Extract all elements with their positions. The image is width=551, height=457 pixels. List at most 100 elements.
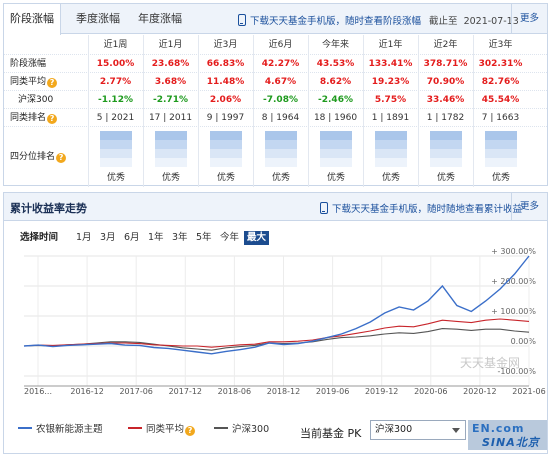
legend-fund-swatch — [18, 427, 32, 429]
quartile-cell: 优秀 — [88, 127, 142, 187]
help-question-icon[interactable]: ? — [47, 78, 58, 88]
cumulative-return-panel: 累计收益率走势 下载天天基金手机版，随时随地查看累计收益 更多 选择时间 1月 … — [3, 192, 548, 454]
range-6m-button[interactable]: 6月 — [124, 232, 140, 243]
tab-annual-return[interactable]: 年度涨幅 — [138, 12, 182, 25]
quartile-bar — [155, 131, 187, 167]
peer-rank-cell: 5 | 2021 — [88, 109, 142, 127]
tab-stage-return[interactable]: 阶段涨幅 — [4, 4, 61, 35]
row-label: 同类排名 — [10, 113, 47, 123]
table-row-peer-rank: 同类排名? 5 | 2021 17 | 2011 9 | 1997 8 | 19… — [4, 109, 547, 127]
quartile-cell: 优秀 — [143, 127, 197, 187]
corner-watermark-bottom: SINA北京 — [482, 436, 540, 449]
period-header: 近2年 — [418, 35, 472, 55]
help-question-icon[interactable]: ? — [185, 426, 196, 436]
x-tick-label: 2019-12 — [365, 387, 398, 396]
stage-return-cell: 42.27% — [253, 55, 307, 73]
x-tick-label: 2021-06 — [512, 387, 545, 396]
chevron-down-icon — [452, 428, 460, 433]
quartile-cell: 优秀 — [253, 127, 307, 187]
y-tick-label: -100.00% — [498, 367, 537, 376]
peer-rank-cell: 17 | 2011 — [143, 109, 197, 127]
mobile-phone-icon — [238, 14, 246, 26]
hs300-cell: 45.54% — [473, 91, 527, 109]
stage-return-cell: 43.53% — [308, 55, 362, 73]
deadline-date: 2021-07-13 — [463, 16, 519, 27]
period-header: 近3年 — [473, 35, 527, 55]
stage-return-cell: 66.83% — [198, 55, 252, 73]
quartile-label: 优秀 — [216, 173, 235, 183]
corner-watermark-top: EN.com — [472, 422, 525, 435]
range-1y-button[interactable]: 1年 — [148, 232, 164, 243]
peer-average-cell: 8.62% — [308, 73, 362, 91]
quartile-label: 优秀 — [326, 173, 345, 183]
quartile-bar — [485, 131, 517, 167]
quartile-label: 优秀 — [491, 173, 510, 183]
quartile-cell: 优秀 — [363, 127, 417, 187]
hs300-cell: -1.12% — [88, 91, 142, 109]
range-3y-button[interactable]: 3年 — [172, 232, 188, 243]
x-tick-label: 2020-12 — [463, 387, 496, 396]
hs300-cell: -2.71% — [143, 91, 197, 109]
legend-hs300-swatch — [214, 427, 228, 429]
period-header: 近3月 — [198, 35, 252, 55]
stage-return-cell: 378.71% — [418, 55, 472, 73]
peer-rank-cell: 8 | 1964 — [253, 109, 307, 127]
legend-fund-label: 农银新能源主题 — [36, 424, 103, 435]
table-row-quartile: 四分位排名? 优秀 优秀 优秀 优秀 优秀 — [4, 127, 547, 187]
quartile-cell: 优秀 — [418, 127, 472, 187]
x-tick-label: 2018-06 — [218, 387, 251, 396]
row-label: 沪深300 — [18, 95, 54, 105]
stage-return-cell: 23.68% — [143, 55, 197, 73]
table-row-peer-average: 同类平均? 2.77% 3.68% 11.48% 4.67% 8.62% 19.… — [4, 73, 547, 91]
y-tick-label: + 100.00% — [491, 307, 536, 316]
range-3m-button[interactable]: 3月 — [100, 232, 116, 243]
stage-return-cell: 133.41% — [363, 55, 417, 73]
chart-panel-header: 累计收益率走势 下载天天基金手机版，随时随地查看累计收益 更多 — [4, 193, 547, 221]
quartile-bar — [430, 131, 462, 167]
period-header: 近1周 — [88, 35, 142, 55]
x-tick-label: 2017-12 — [169, 387, 202, 396]
cumulative-return-chart: + 300.00% + 200.00% + 100.00% 0.00% -100.00%… — [23, 248, 546, 396]
hs300-cell: 2.06% — [198, 91, 252, 109]
pk-label: 当前基金 PK — [300, 427, 362, 440]
table-row-hs300: 沪深300 -1.12% -2.71% 2.06% -7.08% -2.46% … — [4, 91, 547, 109]
quartile-bar — [210, 131, 242, 167]
hs300-cell: -2.46% — [308, 91, 362, 109]
more-link[interactable]: 更多 — [511, 4, 547, 34]
mobile-phone-icon — [320, 202, 328, 214]
legend-peer-average[interactable]: 同类平均? — [128, 423, 196, 437]
peer-rank-cell: 18 | 1960 — [308, 109, 362, 127]
quartile-label: 优秀 — [271, 173, 290, 183]
quartile-cell: 优秀 — [198, 127, 252, 187]
download-app-link[interactable]: 下载天天基金手机版，随时随地查看累计收益 — [320, 201, 522, 215]
legend-fund[interactable]: 农银新能源主题 — [18, 423, 103, 437]
table-row-stage-return: 阶段涨幅 15.00% 23.68% 66.83% 42.27% 43.53% … — [4, 55, 547, 73]
legend-hs300[interactable]: 沪深300 — [214, 423, 269, 437]
quartile-label: 优秀 — [436, 173, 455, 183]
chart-watermark: 天天基金网 — [460, 355, 520, 370]
stage-performance-panel: 阶段涨幅 季度涨幅 年度涨幅 下载天天基金手机版，随时查看阶段涨幅 截止至 20… — [3, 3, 548, 187]
help-question-icon[interactable]: ? — [47, 114, 58, 124]
x-tick-label: 2020-06 — [414, 387, 447, 396]
help-question-icon[interactable]: ? — [56, 153, 67, 163]
more-link[interactable]: 更多 — [511, 193, 547, 221]
download-app-link[interactable]: 下载天天基金手机版，随时查看阶段涨幅 — [238, 13, 421, 27]
deadline-label: 截止至 — [429, 16, 458, 27]
row-label: 阶段涨幅 — [10, 59, 47, 69]
download-app-text: 下载天天基金手机版，随时查看阶段涨幅 — [250, 16, 422, 27]
pk-selected-value: 沪深300 — [375, 424, 413, 435]
x-tick-label: 2018-12 — [267, 387, 300, 396]
period-header: 今年来 — [308, 35, 362, 55]
range-5y-button[interactable]: 5年 — [196, 232, 212, 243]
range-ytd-button[interactable]: 今年 — [220, 232, 240, 243]
range-max-button[interactable]: 最大 — [244, 231, 270, 245]
peer-rank-cell: 9 | 1997 — [198, 109, 252, 127]
pk-benchmark-select[interactable]: 沪深300 — [370, 420, 466, 440]
range-1m-button[interactable]: 1月 — [76, 232, 92, 243]
quartile-cell: 优秀 — [473, 127, 527, 187]
y-tick-label: + 300.00% — [491, 248, 536, 256]
tab-quarterly-return[interactable]: 季度涨幅 — [76, 12, 120, 25]
quartile-bar — [100, 131, 132, 167]
legend-hs300-label: 沪深300 — [232, 424, 270, 435]
period-header: 近6月 — [253, 35, 307, 55]
